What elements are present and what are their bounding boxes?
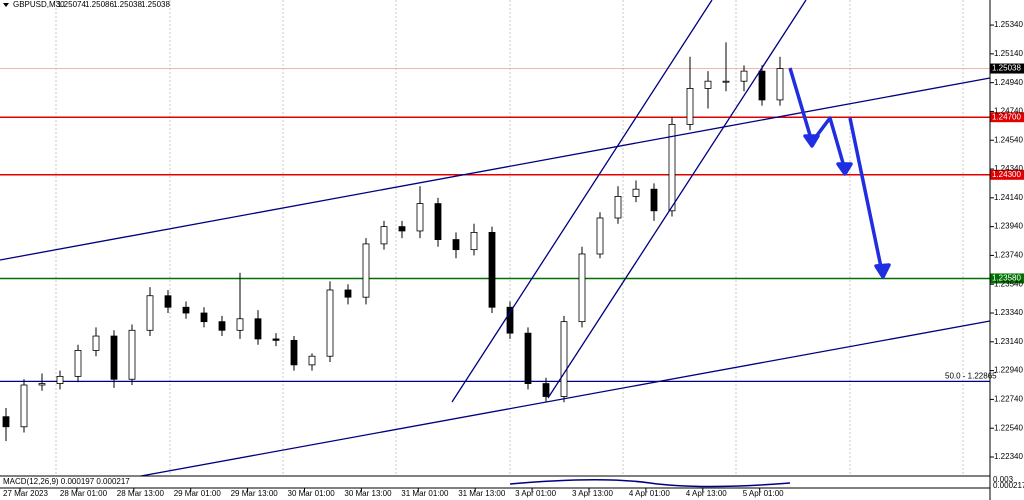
quote: 1.25074 bbox=[57, 0, 86, 9]
candle-body bbox=[38, 383, 46, 386]
candle-body bbox=[758, 70, 766, 101]
y-tick-label: 1.24340 bbox=[994, 164, 1023, 173]
candle-body bbox=[362, 243, 370, 298]
y-tick-label: 1.24740 bbox=[994, 107, 1023, 116]
candle-body bbox=[434, 203, 442, 240]
price-tag bbox=[990, 273, 1024, 284]
candle-body bbox=[380, 226, 388, 245]
x-tick-label: 3 Apr 13:00 bbox=[572, 489, 613, 498]
candle-body bbox=[542, 383, 550, 397]
indicator-panel bbox=[0, 476, 990, 488]
candle-body bbox=[578, 253, 586, 323]
candle-body bbox=[668, 123, 676, 212]
candle-body bbox=[524, 332, 532, 384]
candle-body bbox=[74, 350, 82, 377]
candle-body bbox=[20, 384, 28, 428]
x-tick-label: 27 Mar 2023 bbox=[3, 489, 48, 498]
candle-body bbox=[596, 217, 604, 255]
candle-body bbox=[254, 318, 262, 340]
forecast-arrows bbox=[788, 67, 891, 279]
x-tick-label: 28 Mar 01:00 bbox=[60, 489, 108, 498]
grid bbox=[55, 0, 964, 476]
candle-body bbox=[416, 203, 424, 232]
x-tick-label: 31 Mar 13:00 bbox=[458, 489, 506, 498]
candle-body bbox=[272, 338, 280, 341]
candle-body bbox=[452, 239, 460, 251]
y-tick-label: 1.23940 bbox=[994, 222, 1023, 231]
candle-body bbox=[614, 195, 622, 219]
candle-body bbox=[560, 321, 568, 397]
candle-body bbox=[704, 80, 712, 89]
y-tick-label: 1.22940 bbox=[994, 366, 1023, 375]
y-tick-label: 1.23140 bbox=[994, 337, 1023, 346]
candle-body bbox=[182, 306, 190, 314]
y-tick-label: 1.23540 bbox=[994, 279, 1023, 288]
candle-body bbox=[326, 289, 334, 357]
price-tag-label: 1.24700 bbox=[992, 112, 1021, 121]
candle-body bbox=[650, 188, 658, 212]
y-tick-label: 1.25340 bbox=[994, 20, 1023, 29]
candle-body bbox=[92, 335, 100, 351]
indicator-label: MACD(12,26,9) 0.000197 0.000217 bbox=[3, 477, 130, 486]
price-tag-label: 1.25038 bbox=[992, 64, 1021, 73]
candle-body bbox=[2, 416, 10, 428]
quote: 1.25086 bbox=[85, 0, 114, 9]
candle-body bbox=[56, 375, 64, 384]
price-tag bbox=[990, 169, 1024, 180]
indicator-tick: 0.000217 bbox=[993, 481, 1024, 490]
candle-body bbox=[506, 306, 514, 334]
x-tick-label: 5 Apr 01:00 bbox=[743, 489, 784, 498]
price-tag-label: 1.23580 bbox=[992, 274, 1021, 283]
x-tick-label: 30 Mar 13:00 bbox=[344, 489, 392, 498]
price-tag-label: 1.24300 bbox=[992, 170, 1021, 179]
candle-body bbox=[722, 80, 730, 83]
candle-body bbox=[146, 295, 154, 331]
candle-body bbox=[470, 231, 478, 251]
candle-body bbox=[110, 335, 118, 380]
candle-body bbox=[740, 70, 748, 82]
y-tick-label: 1.23740 bbox=[994, 251, 1023, 260]
trend-lines bbox=[0, 0, 991, 479]
candle-body bbox=[686, 88, 694, 125]
candle-body bbox=[398, 226, 406, 232]
candle-body bbox=[776, 68, 784, 101]
y-tick-label: 1.22740 bbox=[994, 395, 1023, 404]
y-tick-label: 1.24540 bbox=[994, 135, 1023, 144]
quote: 1.25038 bbox=[141, 0, 170, 9]
candle-body bbox=[164, 295, 172, 308]
menu-icon[interactable] bbox=[3, 3, 9, 7]
indicator-tick: 0.003 bbox=[993, 475, 1014, 484]
quote: 1.25038 bbox=[113, 0, 142, 9]
x-tick-label: 4 Apr 01:00 bbox=[629, 489, 670, 498]
macd-line bbox=[509, 479, 791, 488]
y-tick-label: 1.24140 bbox=[994, 193, 1023, 202]
candle-body bbox=[488, 231, 496, 308]
symbol: GBPUSD,M30 bbox=[13, 0, 65, 9]
fib-label: 50.0 - 1.22865 bbox=[945, 372, 997, 381]
x-tick-label: 31 Mar 01:00 bbox=[401, 489, 449, 498]
x-tick-label: 4 Apr 13:00 bbox=[686, 489, 727, 498]
price-tag bbox=[990, 112, 1024, 123]
x-tick-label: 29 Mar 01:00 bbox=[174, 489, 222, 498]
y-tick-label: 1.22540 bbox=[994, 423, 1023, 432]
candle-body bbox=[290, 339, 298, 366]
candle-body bbox=[200, 312, 208, 323]
y-tick-label: 1.24940 bbox=[994, 78, 1023, 87]
candle-body bbox=[218, 321, 226, 331]
candle-body bbox=[632, 188, 640, 197]
candle-body bbox=[236, 318, 244, 331]
price-tag bbox=[990, 63, 1024, 74]
y-tick-label: 1.23340 bbox=[994, 308, 1023, 317]
y-tick-label: 1.22340 bbox=[994, 452, 1023, 461]
x-tick-label: 28 Mar 13:00 bbox=[117, 489, 165, 498]
y-tick-label: 1.25140 bbox=[994, 49, 1023, 58]
candle-body bbox=[344, 289, 352, 298]
candle-body bbox=[128, 329, 136, 380]
candle-body bbox=[308, 355, 316, 366]
x-tick-label: 30 Mar 01:00 bbox=[288, 489, 336, 498]
x-tick-label: 3 Apr 01:00 bbox=[515, 489, 556, 498]
x-tick-label: 29 Mar 13:00 bbox=[231, 489, 279, 498]
